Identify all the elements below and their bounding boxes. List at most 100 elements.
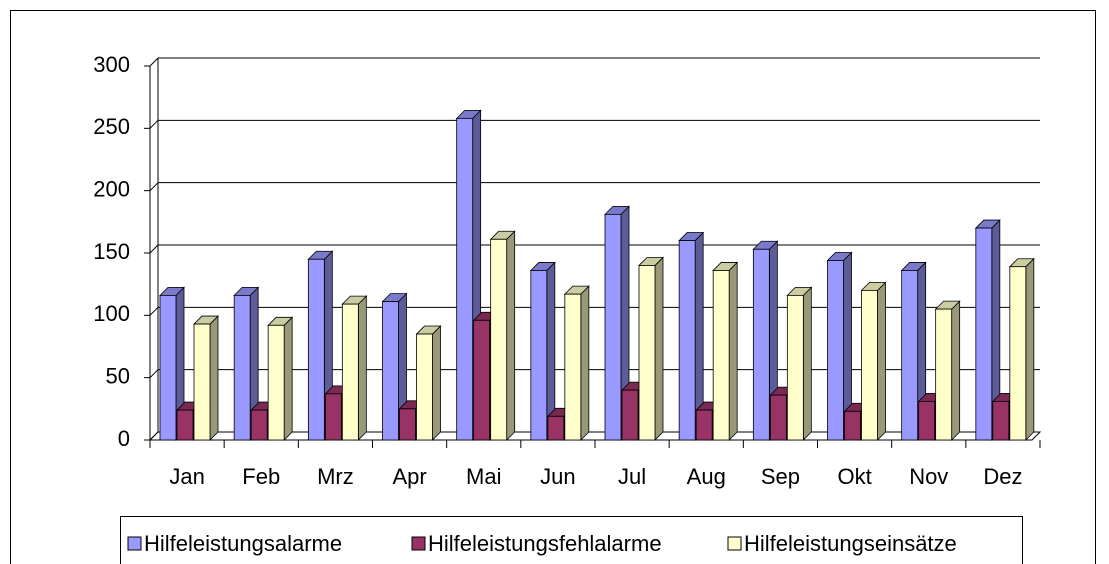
bar [752,248,770,441]
bar [382,301,399,441]
grid-depth [149,369,159,379]
y-tick-label: 250 [93,114,130,139]
bar-side [432,325,441,441]
grid-depth [149,306,159,316]
bar [918,400,936,441]
bar-group [638,256,664,441]
grid-depth [149,57,159,67]
bar [564,293,582,441]
bar [992,400,1010,441]
legend-box [120,516,1023,564]
bar-side [654,256,664,441]
x-tick-label: Apr [392,464,426,489]
legend-label: Hilfeleistungsfehlalarme [428,531,662,556]
grid-depth [149,119,159,129]
y-tick-label: 0 [118,426,130,451]
bar-side [283,316,293,441]
bar [456,117,474,441]
grid-depth [149,244,159,254]
bar [844,410,861,441]
y-tick-label: 300 [93,52,130,77]
x-tick-label: Feb [242,464,280,489]
bar [267,324,285,441]
bar [827,260,844,441]
bar [1009,266,1027,441]
bar [307,258,325,441]
bar [473,319,491,441]
bar [638,265,656,441]
bar-group [712,261,739,441]
bar [621,389,639,441]
y-tick-label: 200 [93,176,130,201]
x-tick-label: Aug [687,464,726,489]
grid-depth [149,182,159,192]
bar-side [580,285,590,441]
bar-group [678,231,705,441]
y-tick-label: 100 [93,301,130,326]
bar-group [900,261,927,441]
x-tick-label: Okt [837,464,871,489]
legend-swatch [411,536,426,551]
x-tick-label: Jul [618,464,646,489]
bar-group [563,285,590,441]
bar [678,240,696,441]
x-tick-label: Sep [761,464,800,489]
bar-group [341,295,368,441]
bar-group [1008,257,1035,441]
bar-group [233,286,260,441]
bar [399,408,416,441]
bar-side [357,295,367,441]
bar-group [604,205,630,441]
bar-group [934,300,961,441]
bar [233,294,251,441]
bar-group [752,240,779,441]
bar [547,415,565,441]
x-tick-label: Mrz [317,464,354,489]
y-tick-label: 50 [106,363,130,388]
x-tick-label: Mai [466,464,501,489]
bar [250,409,268,441]
bar-side [1025,257,1035,441]
bar-group [415,325,442,441]
bar-group [489,230,516,441]
bar [901,270,919,441]
bar [769,394,787,441]
bar [604,213,622,441]
bar [861,289,878,441]
bar-group [860,281,887,441]
bar [935,308,953,441]
bar [176,409,194,441]
bar [712,270,730,441]
bar-side [506,230,516,441]
bar-side [951,300,961,441]
bar-group [974,219,1001,441]
bar-group [159,286,185,441]
x-tick-label: Jun [540,464,575,489]
bar [159,294,177,441]
bar-group [455,109,482,441]
bar [975,227,993,441]
bar-group [826,251,853,441]
bar-side [877,281,886,441]
x-tick-label: Nov [909,464,948,489]
bar [416,333,433,441]
bar-side [802,286,812,441]
bar [193,323,211,441]
bar [786,294,804,441]
grid-depth [149,431,159,441]
legend-label: Hilfeleistungsalarme [144,531,342,556]
bar-side [209,315,219,441]
y-tick-label: 150 [93,239,130,264]
x-tick-label: Jan [169,464,204,489]
legend-swatch [727,536,742,551]
bar [695,409,713,441]
bar-group [786,286,813,441]
legend-label: Hilfeleistungseinsätze [744,531,957,556]
legend-swatch [127,536,142,551]
bar [530,270,548,441]
x-tick-label: Dez [983,464,1022,489]
bar-group [267,316,294,441]
bar [490,238,508,441]
bar-group [193,315,219,441]
